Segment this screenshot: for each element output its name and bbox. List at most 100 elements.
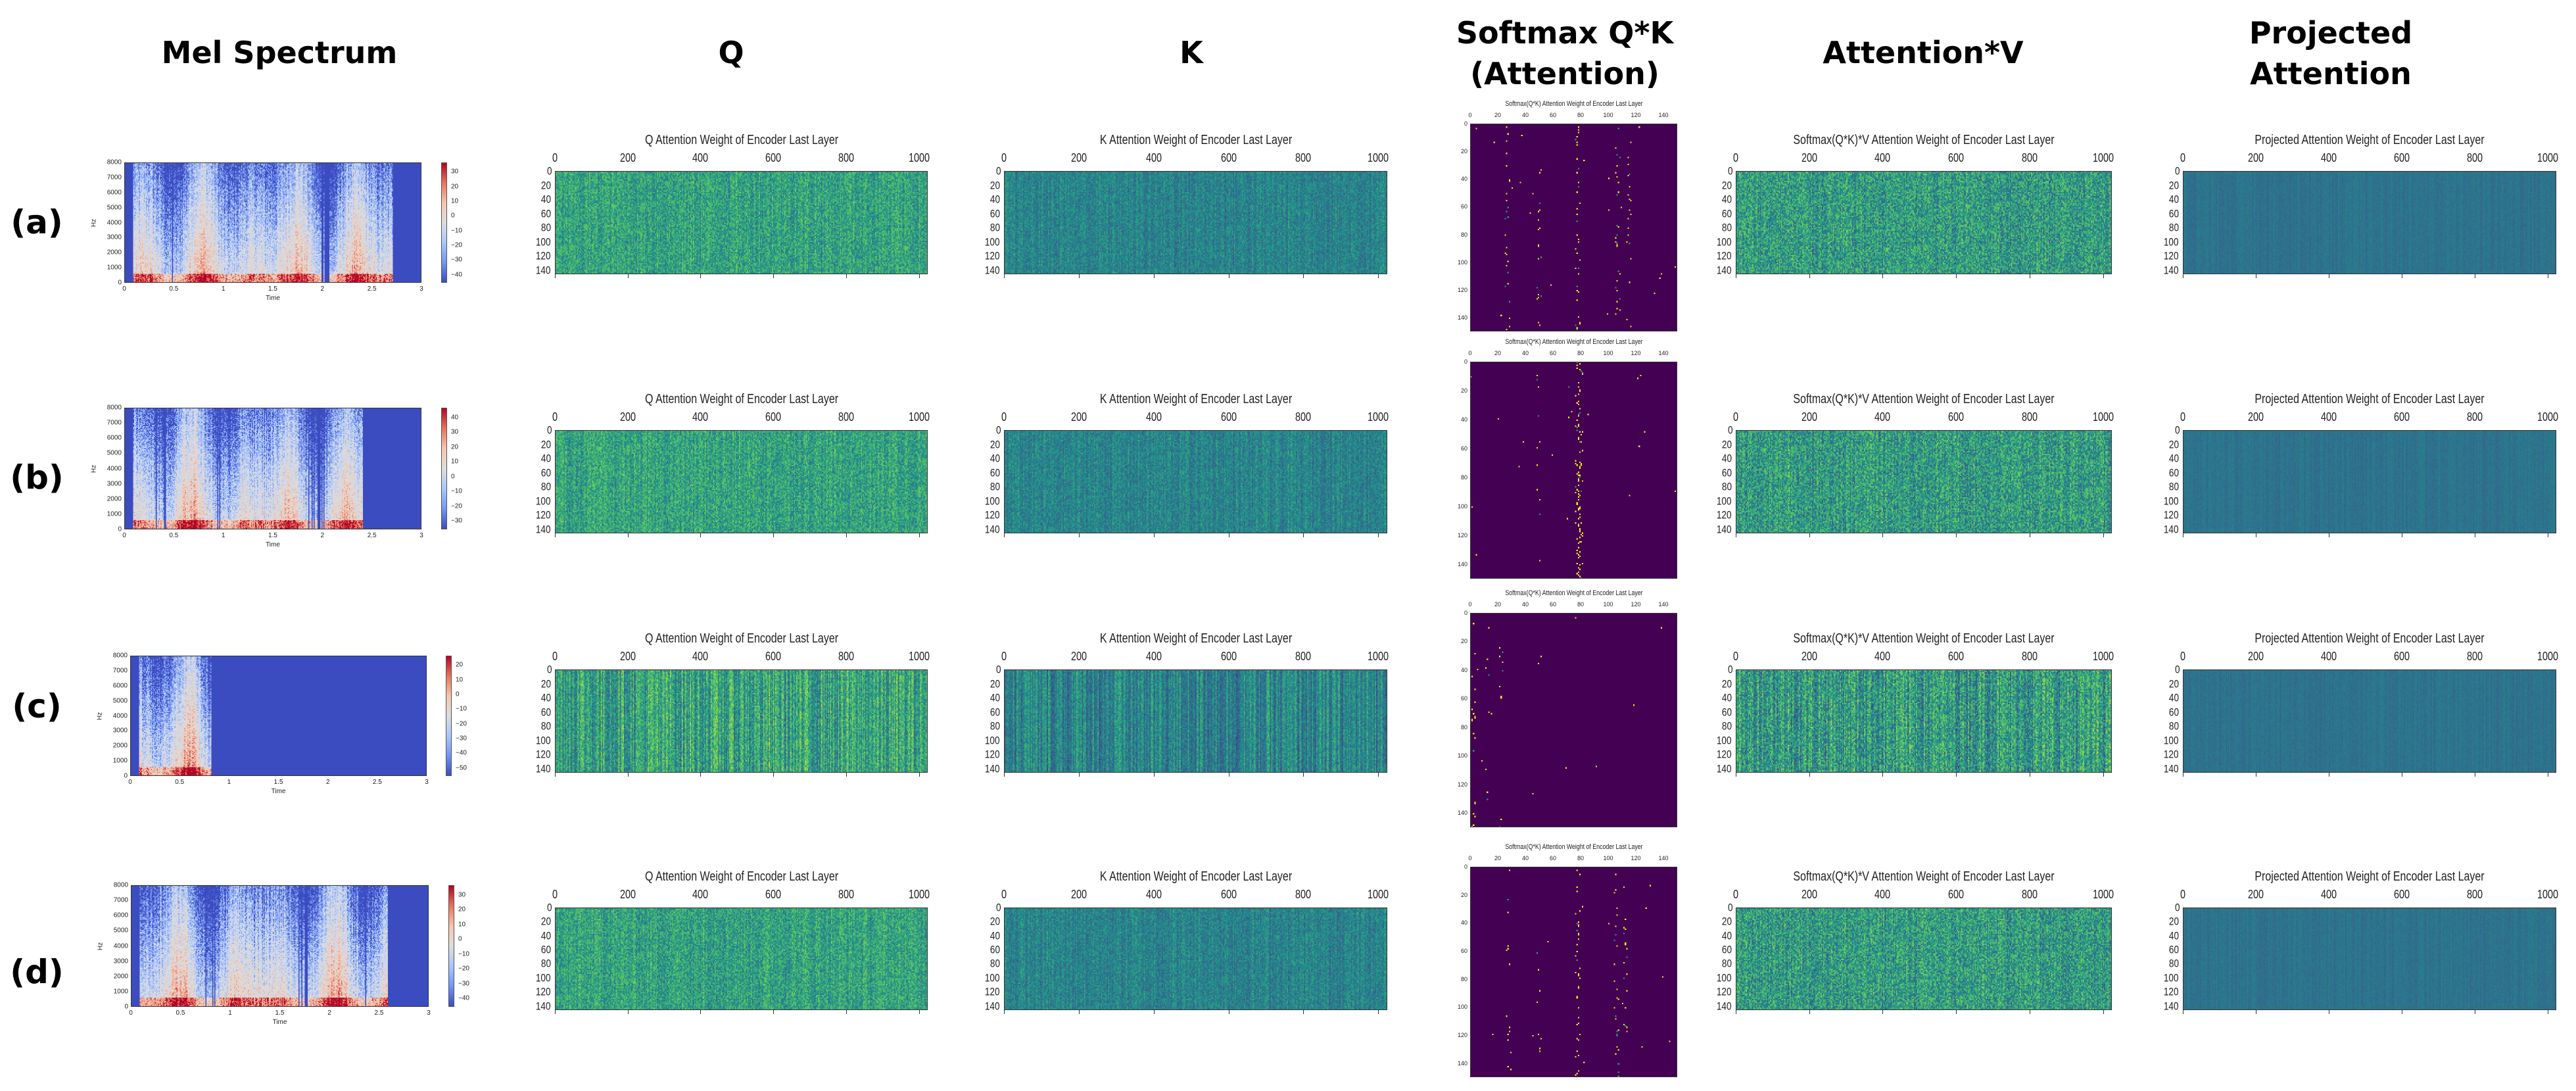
x-tick-label: 200 xyxy=(619,650,636,663)
x-tick-label: 400 xyxy=(2320,888,2337,901)
y-tick-label: 5000 xyxy=(107,204,122,212)
x-tick-label: 200 xyxy=(1070,410,1087,424)
x-tick-label: 2 xyxy=(327,1009,331,1017)
mel-spectrogram xyxy=(124,162,421,283)
x-tick-mark xyxy=(773,274,775,278)
attnv-heatmap xyxy=(1736,908,2112,1010)
mel-spectrogram-frame xyxy=(124,408,421,529)
y-tick-label: 3000 xyxy=(107,233,122,241)
x-tick-label: 200 xyxy=(619,151,636,164)
y-tick-label: 140 xyxy=(2163,264,2179,277)
y-tick-label: 140 xyxy=(535,264,551,277)
x-tick-label: 400 xyxy=(1874,151,1891,164)
k-plot-title: K Attention Weight of Encoder Last Layer xyxy=(1099,392,1292,406)
y-tick-label: 7000 xyxy=(107,174,122,182)
y-tick-label: 120 xyxy=(984,249,1000,262)
x-tick-mark xyxy=(1882,533,1884,537)
y-tick-label: 6000 xyxy=(112,682,128,690)
y-tick-label: 100 xyxy=(1716,971,1732,984)
softmax-attention-heatmap xyxy=(1470,124,1677,331)
y-tick-label: 60 xyxy=(2168,466,2180,479)
x-tick-label: 0 xyxy=(1468,601,1472,608)
x-tick-label: 800 xyxy=(838,888,854,901)
y-tick-label: 0 xyxy=(1464,120,1467,127)
y-tick-label: 6000 xyxy=(107,189,122,197)
q-heatmap xyxy=(555,669,928,773)
x-tick-label: 800 xyxy=(2021,151,2038,164)
y-tick-label: 20 xyxy=(990,915,1001,928)
colorbar-tick-label: −10 xyxy=(451,487,462,495)
header-softmax-line1: Softmax Q*K xyxy=(1456,15,1674,51)
x-tick-label: 200 xyxy=(2247,888,2264,901)
y-tick-label: 40 xyxy=(540,691,552,704)
colorbar-tick-label: −20 xyxy=(456,720,467,728)
y-tick-label: 5000 xyxy=(112,697,128,705)
y-tick-label: 0 xyxy=(546,164,552,178)
y-tick-label: 140 xyxy=(535,1000,551,1013)
x-tick-label: 40 xyxy=(1521,601,1529,608)
x-tick-label: 80 xyxy=(1577,855,1585,861)
y-tick-label: 20 xyxy=(1721,915,1732,928)
y-tick-label: 80 xyxy=(990,221,1001,234)
y-tick-label: 40 xyxy=(1460,666,1467,673)
x-tick-label: 200 xyxy=(1801,151,1817,164)
x-tick-label: 2 xyxy=(325,779,330,786)
y-tick-label: 0 xyxy=(1727,663,1733,676)
x-tick-label: 800 xyxy=(838,650,854,663)
k-heatmap-frame xyxy=(1004,430,1387,533)
x-tick-label: 3 xyxy=(419,532,423,539)
y-tick-label: 80 xyxy=(2168,221,2180,234)
y-tick-label: 1000 xyxy=(107,510,122,518)
y-tick-label: 20 xyxy=(540,915,552,928)
colorbar-tick-label: −40 xyxy=(458,994,469,1002)
x-tick-label: 0 xyxy=(1732,650,1739,663)
y-tick-label: 60 xyxy=(540,706,552,719)
y-tick-label: 20 xyxy=(540,179,552,191)
attnv-heatmap-frame xyxy=(1736,669,2112,773)
y-tick-label: 20 xyxy=(2168,179,2180,191)
x-tick-mark xyxy=(1378,274,1379,278)
x-tick-mark xyxy=(627,533,629,537)
attnv-heatmap-panel: Softmax(Q*K)*V Attention Weight of Encod… xyxy=(1716,869,2114,1014)
x-tick-label: 0 xyxy=(1001,410,1007,424)
proj-heatmap-panel: Projected Attention Weight of Encoder La… xyxy=(2163,869,2558,1014)
x-tick-mark xyxy=(555,773,556,777)
y-tick-label: 120 xyxy=(984,508,1000,521)
attnv-heatmap-panel: Softmax(Q*K)*V Attention Weight of Encod… xyxy=(1716,392,2114,537)
x-tick-mark xyxy=(1303,1010,1304,1014)
q-heatmap-panel: Q Attention Weight of Encoder Last Layer… xyxy=(535,392,930,537)
y-tick-label: 100 xyxy=(535,235,551,249)
x-tick-mark xyxy=(1004,1010,1005,1014)
y-tick-label: 20 xyxy=(2168,438,2180,450)
x-tick-label: 0.5 xyxy=(176,1009,185,1017)
x-tick-mark xyxy=(918,533,920,537)
mel-x-axis-label: Time xyxy=(272,1019,287,1026)
colorbar-tick-label: −10 xyxy=(451,227,462,235)
y-tick-label: 40 xyxy=(990,193,1001,206)
mel-spectrogram-frame xyxy=(131,885,429,1007)
x-tick-label: 600 xyxy=(1220,888,1237,901)
colorbar-tick-label: 0 xyxy=(458,935,462,943)
x-tick-label: 1 xyxy=(221,532,226,539)
y-tick-label: 8000 xyxy=(112,652,128,660)
x-tick-label: 400 xyxy=(1145,151,1162,164)
x-tick-label: 1.5 xyxy=(268,285,277,293)
y-tick-label: 100 xyxy=(1716,495,1732,508)
y-tick-label: 100 xyxy=(2163,495,2179,508)
y-tick-label: 60 xyxy=(1721,943,1732,956)
x-tick-label: 200 xyxy=(619,888,636,901)
y-tick-label: 4000 xyxy=(107,465,122,472)
x-tick-label: 1.5 xyxy=(275,1009,285,1017)
y-tick-label: 80 xyxy=(1721,957,1732,970)
y-tick-label: 100 xyxy=(1457,1004,1467,1011)
x-tick-label: 600 xyxy=(765,151,782,164)
y-tick-label: 40 xyxy=(2168,929,2180,942)
y-tick-label: 20 xyxy=(1460,891,1467,898)
header-mel-spectrum: Mel Spectrum xyxy=(161,35,398,70)
x-tick-label: 400 xyxy=(692,151,709,164)
x-tick-label: 0 xyxy=(552,151,558,164)
attnv-heatmap-frame xyxy=(1736,171,2112,274)
y-tick-label: 100 xyxy=(1716,235,1732,249)
y-tick-label: 140 xyxy=(1716,523,1732,536)
y-tick-label: 40 xyxy=(1460,919,1467,927)
